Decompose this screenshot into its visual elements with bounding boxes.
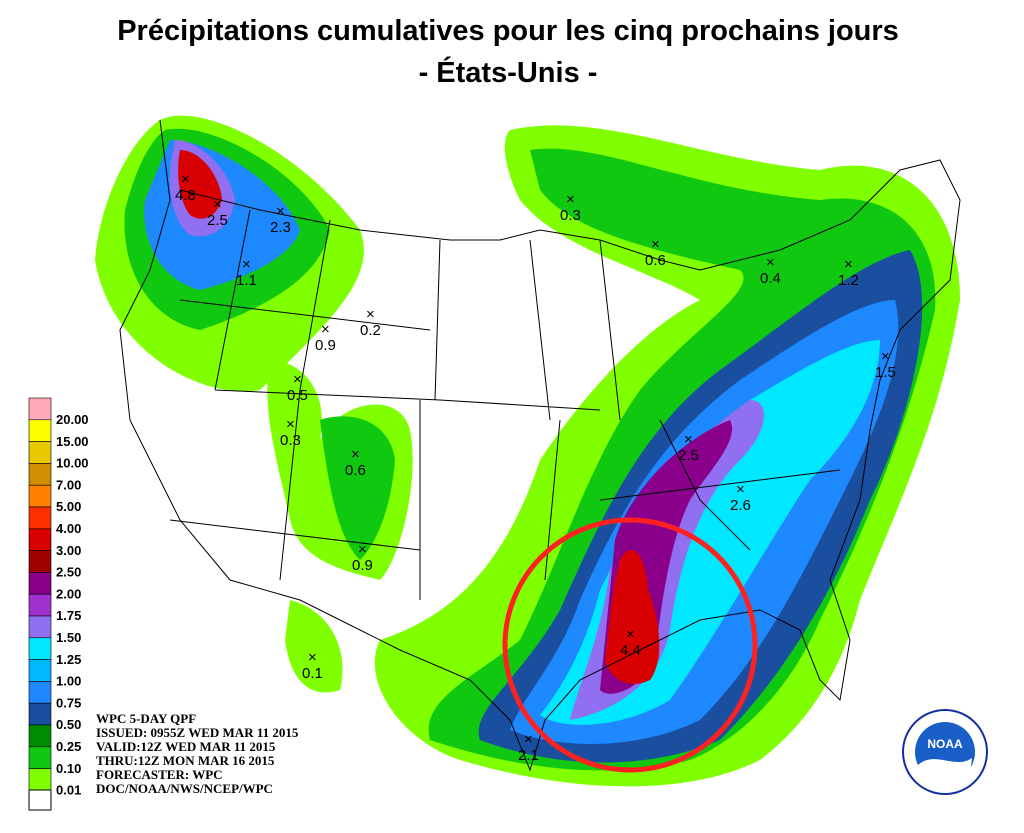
point-value: 0.6 [345, 462, 366, 479]
point-value: 0.4 [760, 270, 781, 287]
point-marker: × [366, 306, 375, 323]
legend-label: 10.00 [56, 456, 89, 471]
legend-label: 0.10 [56, 761, 81, 776]
legend-swatch [28, 550, 52, 573]
info-line: FORECASTER: WPC [96, 767, 223, 782]
legend-label: 20.00 [56, 412, 89, 427]
title: Précipitations cumulatives pour les cinq… [117, 15, 899, 47]
legend-swatch [28, 441, 52, 464]
legend: 20.00 15.00 10.00 7.00 5.00 4.00 3.00 2.50 2.00 1… [28, 397, 89, 798]
point-value: 0.1 [302, 665, 323, 682]
legend-swatch [28, 681, 52, 704]
info-line: DOC/NOAA/NWS/NCEP/WPC [96, 781, 273, 796]
highlight-circle [502, 517, 758, 773]
legend-label: 1.50 [56, 630, 81, 645]
legend-label: 0.50 [56, 717, 81, 732]
point-value: 2.3 [270, 219, 291, 236]
point-marker: × [358, 541, 367, 558]
point-marker: × [524, 731, 533, 748]
point-value: 0.3 [560, 207, 581, 224]
point-marker: × [766, 254, 775, 271]
point-marker: × [736, 481, 745, 498]
info-line: VALID:12Z WED MAR 11 2015 [96, 739, 276, 754]
point-value: 4.8 [175, 187, 196, 204]
point-labels: ×4.8×2.5×2.3×1.1×0.3×0.6 ×0.4×1.2×1.5×0.2… [175, 171, 896, 764]
point-value: 1.5 [875, 364, 896, 381]
point-marker: × [351, 446, 360, 463]
legend-label: 2.50 [56, 565, 81, 580]
point-value: 0.5 [287, 387, 308, 404]
legend-label: 1.25 [56, 652, 81, 667]
legend-swatch [28, 702, 52, 726]
point-marker: × [213, 196, 222, 213]
point-marker: × [566, 191, 575, 208]
point-value: 0.2 [360, 322, 381, 339]
point-value: 0.9 [315, 337, 336, 354]
legend-label: 3.00 [56, 543, 81, 558]
legend-swatch [28, 463, 52, 486]
point-value: 1.1 [236, 272, 257, 289]
legend-swatch [28, 724, 52, 748]
logo-text: NOAA [927, 737, 963, 751]
legend-label: 7.00 [56, 477, 81, 492]
point-value: 0.6 [645, 252, 666, 269]
point-marker: × [844, 256, 853, 273]
legend-swatch [28, 572, 52, 595]
point-value: 0.9 [352, 557, 373, 574]
point-value: 2.5 [678, 447, 699, 464]
point-marker: × [181, 171, 190, 188]
legend-label: 0.25 [56, 739, 81, 754]
legend-swatch [28, 593, 52, 617]
legend-swatch [28, 615, 52, 639]
point-value: 0.3 [280, 432, 301, 449]
legend-swatch [28, 528, 52, 551]
legend-label: 0.75 [56, 695, 81, 710]
point-value: 1.2 [838, 272, 859, 289]
legend-label: 0.01 [56, 783, 81, 798]
precip-shading [95, 115, 961, 787]
legend-label: 1.00 [56, 674, 81, 689]
point-marker: × [286, 416, 295, 433]
info-line: ISSUED: 0955Z WED MAR 11 2015 [96, 725, 299, 740]
info-line: WPC 5-DAY QPF [96, 711, 196, 726]
point-marker: × [321, 321, 330, 338]
legend-label: 15.00 [56, 434, 89, 449]
legend-swatch [28, 397, 52, 421]
legend-swatch [28, 484, 52, 508]
legend-swatch [28, 637, 52, 660]
info-line: THRU:12Z MON MAR 16 2015 [96, 753, 275, 768]
legend-swatch [28, 419, 52, 442]
legend-label: 2.00 [56, 586, 81, 601]
legend-empty [28, 789, 52, 811]
point-marker: × [276, 203, 285, 220]
legend-label: 5.00 [56, 499, 81, 514]
legend-label: 4.00 [56, 521, 81, 536]
legend-swatch [28, 746, 52, 769]
point-marker: × [881, 348, 890, 365]
point-value: 2.6 [730, 497, 751, 514]
legend-swatch [28, 659, 52, 682]
map-outlines [119, 119, 961, 772]
point-value: 4.4 [620, 642, 641, 659]
point-marker: × [308, 649, 317, 666]
point-value: 2.1 [518, 747, 539, 764]
logo: NOAA [902, 709, 988, 795]
legend-swatch [28, 768, 52, 791]
point-value: 2.5 [207, 212, 228, 229]
point-marker: × [293, 371, 302, 388]
point-marker: × [651, 236, 660, 253]
legend-label: 1.75 [56, 608, 81, 623]
point-marker: × [242, 256, 251, 273]
point-marker: × [684, 431, 693, 448]
point-marker: × [626, 626, 635, 643]
subtitle: - États-Unis - [419, 55, 598, 89]
legend-swatch [28, 506, 52, 530]
